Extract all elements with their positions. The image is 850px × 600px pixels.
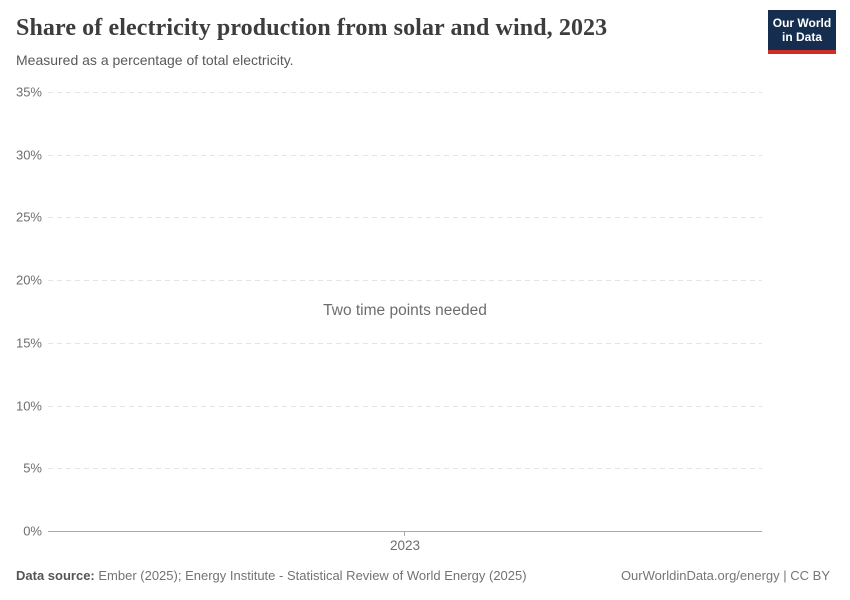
gridline-35 <box>48 92 762 93</box>
footer-datasource[interactable]: Data source: Ember (2025); Energy Instit… <box>16 568 527 583</box>
datasource-text: Ember (2025); Energy Institute - Statist… <box>94 568 527 583</box>
empty-state-message: Two time points needed <box>323 302 487 319</box>
gridline-30 <box>48 155 762 156</box>
y-tick-label-30: 30% <box>15 147 42 163</box>
gridline-25 <box>48 217 762 218</box>
owid-logo[interactable]: Our World in Data <box>768 10 836 54</box>
gridline-15 <box>48 343 762 344</box>
gridline-10 <box>48 406 762 407</box>
gridline-5 <box>48 468 762 469</box>
y-tick-label-10: 10% <box>15 398 42 414</box>
chart-subtitle: Measured as a percentage of total electr… <box>16 52 294 68</box>
chart-title: Share of electricity production from sol… <box>16 15 608 41</box>
owid-logo-line2: in Data <box>781 30 822 44</box>
y-tick-label-25: 25% <box>15 209 42 225</box>
y-tick-label-35: 35% <box>15 84 42 100</box>
chart-footer: Data source: Ember (2025); Energy Instit… <box>16 568 830 583</box>
datasource-label: Data source: <box>16 568 95 583</box>
y-tick-label-15: 15% <box>15 335 42 351</box>
gridline-20 <box>48 280 762 281</box>
x-axis-tick <box>404 531 405 536</box>
y-tick-label-20: 20% <box>15 272 42 288</box>
y-tick-label-5: 5% <box>23 460 42 476</box>
x-axis-label: 2023 <box>389 538 421 553</box>
footer-credit-link[interactable]: OurWorldinData.org/energy | CC BY <box>620 568 830 583</box>
owid-logo-line1: Our World <box>772 16 832 30</box>
x-axis-line <box>48 531 762 532</box>
y-tick-label-0: 0% <box>23 523 42 539</box>
